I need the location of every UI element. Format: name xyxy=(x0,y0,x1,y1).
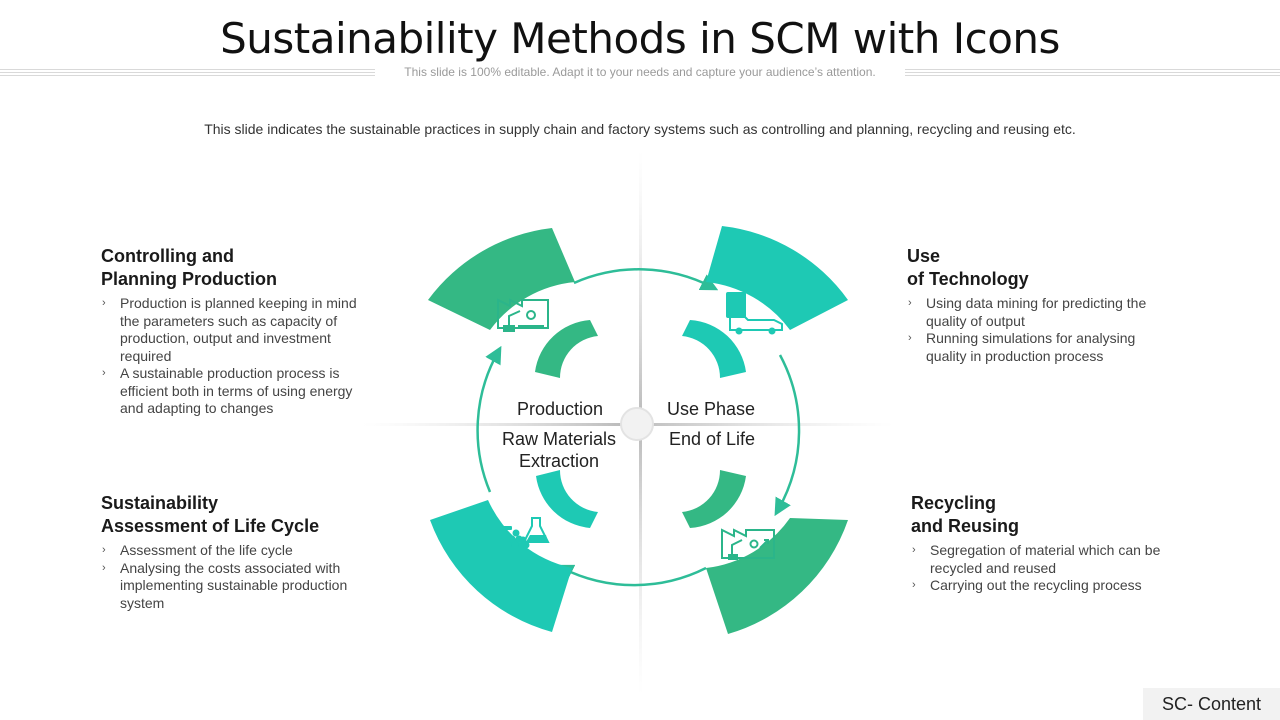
block-heading: Recycling and Reusing xyxy=(911,492,1181,538)
title-rule-right xyxy=(905,69,1280,78)
intro-text: This slide indicates the sustainable pra… xyxy=(204,121,1076,137)
bullet-text: Analysing the costs associated with impl… xyxy=(120,559,348,611)
bullet-text: Production is planned keeping in mind th… xyxy=(120,295,357,364)
block-heading: Controlling and Planning Production xyxy=(101,245,371,291)
petal-top-right xyxy=(682,226,848,378)
block-life-cycle-assessment: Sustainability Assessment of Life Cycle … xyxy=(101,492,361,612)
petal-bottom-right xyxy=(682,470,848,634)
bullet-text: A sustainable production process is effi… xyxy=(120,365,353,416)
page-subtitle: This slide is 100% editable. Adapt it to… xyxy=(404,65,876,79)
label-production: Production xyxy=(516,399,604,419)
bullet-icon: › xyxy=(102,544,106,556)
bullet-icon: › xyxy=(912,579,916,591)
bullet-icon: › xyxy=(102,297,106,309)
block-heading-line1: Controlling and xyxy=(101,246,234,266)
bullet-text: Using data mining for predicting the qua… xyxy=(926,295,1147,329)
bullet-text: Carrying out the recycling process xyxy=(930,577,1142,593)
bullet-icon: › xyxy=(912,544,916,556)
bullet-icon: › xyxy=(102,367,106,379)
bullet-item: › Carrying out the recycling process xyxy=(911,577,1181,595)
raw-materials-icon xyxy=(502,517,550,549)
bullet-icon: › xyxy=(102,561,106,574)
bullet-item: › Analysing the costs associated with imp… xyxy=(101,560,361,613)
bullet-text: Segregation of material which can be rec… xyxy=(930,542,1161,576)
block-recycling-reusing: Recycling and Reusing › Segregation of ma… xyxy=(911,492,1181,595)
label-raw-materials-line1: Raw Materials xyxy=(501,429,617,449)
page-title: Sustainability Methods in SCM with Icons xyxy=(220,14,1060,63)
arrow-top xyxy=(573,268,719,291)
block-controlling-planning: Controlling and Planning Production › Pro… xyxy=(101,245,371,418)
block-heading-line1: Sustainability xyxy=(101,493,219,513)
bullet-icon: › xyxy=(908,332,912,344)
label-raw-materials-line2: Extraction xyxy=(518,451,600,471)
bullet-list: › Assessment of the life cycle › Analysing… xyxy=(101,542,361,612)
bullet-item: › Production is planned keeping in mind t… xyxy=(101,295,371,365)
factory-recycling-icon xyxy=(721,528,775,560)
block-heading-line1: Use xyxy=(907,246,941,266)
bullet-item: › Assessment of the life cycle xyxy=(101,542,361,560)
arrow-left xyxy=(476,345,502,493)
arrow-right xyxy=(774,354,801,517)
block-heading-line2: Planning Production xyxy=(101,269,277,289)
bullet-item: › A sustainable production process is eff… xyxy=(101,365,371,418)
block-heading: Sustainability Assessment of Life Cycle xyxy=(101,492,361,538)
bullet-list: › Production is planned keeping in mind t… xyxy=(101,295,371,418)
title-rule-left xyxy=(0,69,375,78)
label-raw-materials: Raw Materials Extraction xyxy=(490,428,628,472)
truck-icon xyxy=(726,292,783,335)
block-heading-line2: and Reusing xyxy=(911,516,1020,536)
block-heading-line2: Assessment of Life Cycle xyxy=(101,516,320,536)
factory-robot-icon xyxy=(497,298,549,332)
label-use-phase: Use Phase xyxy=(666,399,756,419)
petal-bottom-left xyxy=(430,470,598,632)
bullet-list: › Segregation of material which can be re… xyxy=(911,542,1181,595)
bullet-list: › Using data mining for predicting the qu… xyxy=(907,295,1167,365)
petal-top-left xyxy=(428,228,598,378)
block-heading: Use of Technology xyxy=(907,245,1167,291)
bullet-item: › Running simulations for analysing quali… xyxy=(907,330,1167,365)
block-use-of-technology: Use of Technology › Using data mining for… xyxy=(907,245,1167,365)
block-heading-line2: of Technology xyxy=(907,269,1029,289)
block-heading-line1: Recycling xyxy=(911,493,997,513)
arrow-bottom xyxy=(555,564,707,587)
bullet-icon: › xyxy=(908,297,912,309)
label-end-of-life: End of Life xyxy=(668,429,756,449)
bullet-text: Assessment of the life cycle xyxy=(120,542,293,558)
bullet-item: › Segregation of material which can be re… xyxy=(911,542,1181,577)
center-circle xyxy=(620,407,654,441)
bullet-text: Running simulations for analysing qualit… xyxy=(926,330,1136,364)
bullet-item: › Using data mining for predicting the qu… xyxy=(907,295,1167,330)
footer-tag: SC- Content xyxy=(1143,688,1280,720)
